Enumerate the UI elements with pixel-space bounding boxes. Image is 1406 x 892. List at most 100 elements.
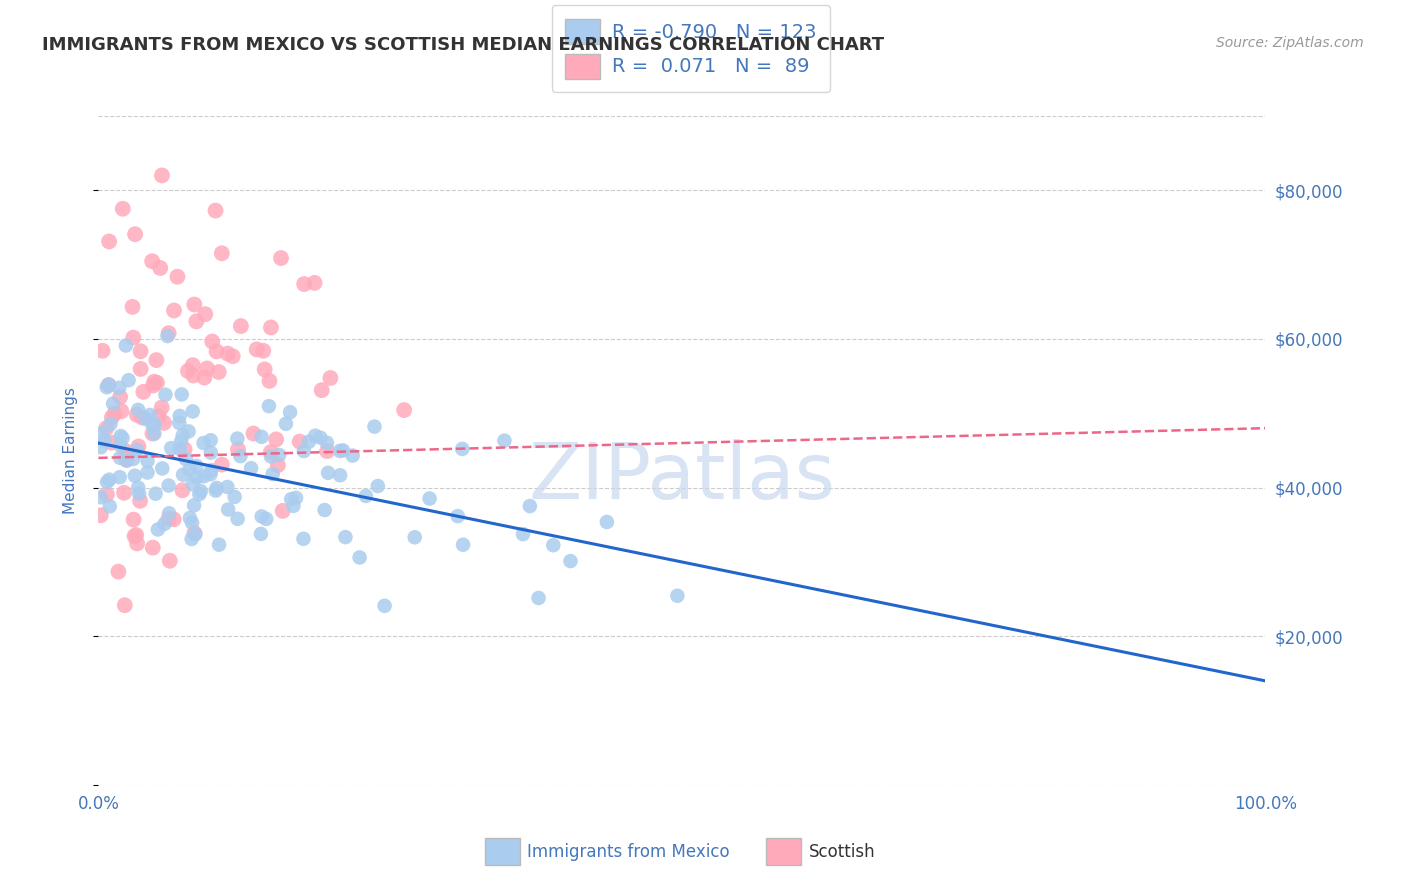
- Point: [200, 434, 222, 448]
- Point: [190, 484, 212, 499]
- Point: [174, 452, 197, 467]
- Point: [170, 387, 193, 401]
- Point: [101, 410, 124, 425]
- Point: [141, 254, 163, 268]
- Point: [125, 528, 148, 542]
- Text: Source: ZipAtlas.com: Source: ZipAtlas.com: [1216, 36, 1364, 50]
- Point: [91, 426, 114, 441]
- Point: [128, 440, 150, 454]
- Point: [163, 512, 186, 526]
- Point: [157, 326, 180, 340]
- Point: [150, 461, 173, 475]
- Point: [132, 384, 155, 399]
- Point: [204, 483, 226, 498]
- Point: [229, 449, 252, 463]
- Point: [211, 246, 233, 260]
- Point: [127, 402, 149, 417]
- Point: [254, 512, 277, 526]
- Point: [512, 527, 534, 541]
- Point: [181, 477, 204, 491]
- Point: [110, 429, 132, 443]
- Point: [205, 344, 228, 359]
- Point: [100, 435, 122, 450]
- Point: [169, 409, 191, 423]
- Point: [127, 481, 149, 495]
- Point: [270, 251, 292, 265]
- Point: [319, 371, 342, 385]
- Point: [160, 441, 183, 455]
- Point: [115, 338, 138, 352]
- Point: [527, 591, 550, 605]
- Point: [146, 376, 169, 390]
- Point: [97, 378, 120, 392]
- Point: [184, 527, 207, 541]
- Point: [129, 493, 152, 508]
- Point: [128, 486, 150, 500]
- Point: [332, 443, 354, 458]
- Point: [217, 480, 239, 494]
- Point: [179, 511, 201, 525]
- Point: [200, 467, 222, 482]
- Point: [122, 452, 145, 467]
- Point: [519, 499, 541, 513]
- Point: [193, 370, 215, 384]
- Text: ZIPatlas: ZIPatlas: [529, 439, 835, 516]
- Point: [139, 408, 162, 422]
- Point: [136, 466, 159, 480]
- Point: [200, 445, 222, 459]
- Point: [98, 235, 121, 249]
- Point: [447, 509, 470, 524]
- Point: [208, 365, 231, 379]
- Point: [150, 401, 173, 415]
- Point: [201, 334, 224, 349]
- Point: [194, 307, 217, 321]
- Point: [142, 418, 165, 433]
- Point: [204, 203, 226, 218]
- Point: [188, 487, 211, 501]
- Point: [183, 499, 205, 513]
- Point: [451, 442, 474, 456]
- Point: [195, 361, 218, 376]
- Point: [135, 412, 157, 426]
- Point: [124, 227, 146, 242]
- Point: [262, 467, 284, 482]
- Point: [93, 434, 115, 448]
- Point: [153, 516, 176, 531]
- Point: [124, 529, 146, 543]
- Point: [111, 431, 134, 445]
- Point: [179, 463, 201, 477]
- Point: [100, 417, 122, 431]
- Point: [114, 444, 136, 458]
- Point: [129, 362, 152, 376]
- Point: [267, 458, 290, 473]
- Point: [349, 550, 371, 565]
- Legend: R = -0.790   N = 123, R =  0.071   N =  89: R = -0.790 N = 123, R = 0.071 N = 89: [551, 5, 830, 92]
- Point: [292, 532, 315, 546]
- Point: [181, 358, 204, 372]
- Point: [494, 434, 516, 448]
- Point: [143, 375, 166, 389]
- Point: [108, 390, 131, 404]
- Point: [172, 428, 194, 442]
- Point: [183, 526, 205, 541]
- Point: [451, 538, 474, 552]
- Point: [103, 407, 125, 421]
- Point: [419, 491, 441, 506]
- Point: [259, 374, 281, 388]
- Point: [363, 419, 385, 434]
- Text: IMMIGRANTS FROM MEXICO VS SCOTTISH MEDIAN EARNINGS CORRELATION CHART: IMMIGRANTS FROM MEXICO VS SCOTTISH MEDIA…: [42, 36, 884, 54]
- Point: [186, 458, 208, 473]
- Point: [101, 397, 124, 411]
- Point: [108, 450, 131, 465]
- Point: [145, 353, 167, 368]
- Point: [180, 532, 202, 546]
- Y-axis label: Median Earnings: Median Earnings: [63, 387, 77, 514]
- Point: [108, 438, 131, 452]
- Point: [115, 452, 138, 467]
- Point: [274, 417, 297, 431]
- Point: [129, 344, 152, 359]
- Point: [153, 416, 176, 430]
- Point: [114, 598, 136, 612]
- Point: [367, 479, 389, 493]
- Point: [288, 434, 311, 449]
